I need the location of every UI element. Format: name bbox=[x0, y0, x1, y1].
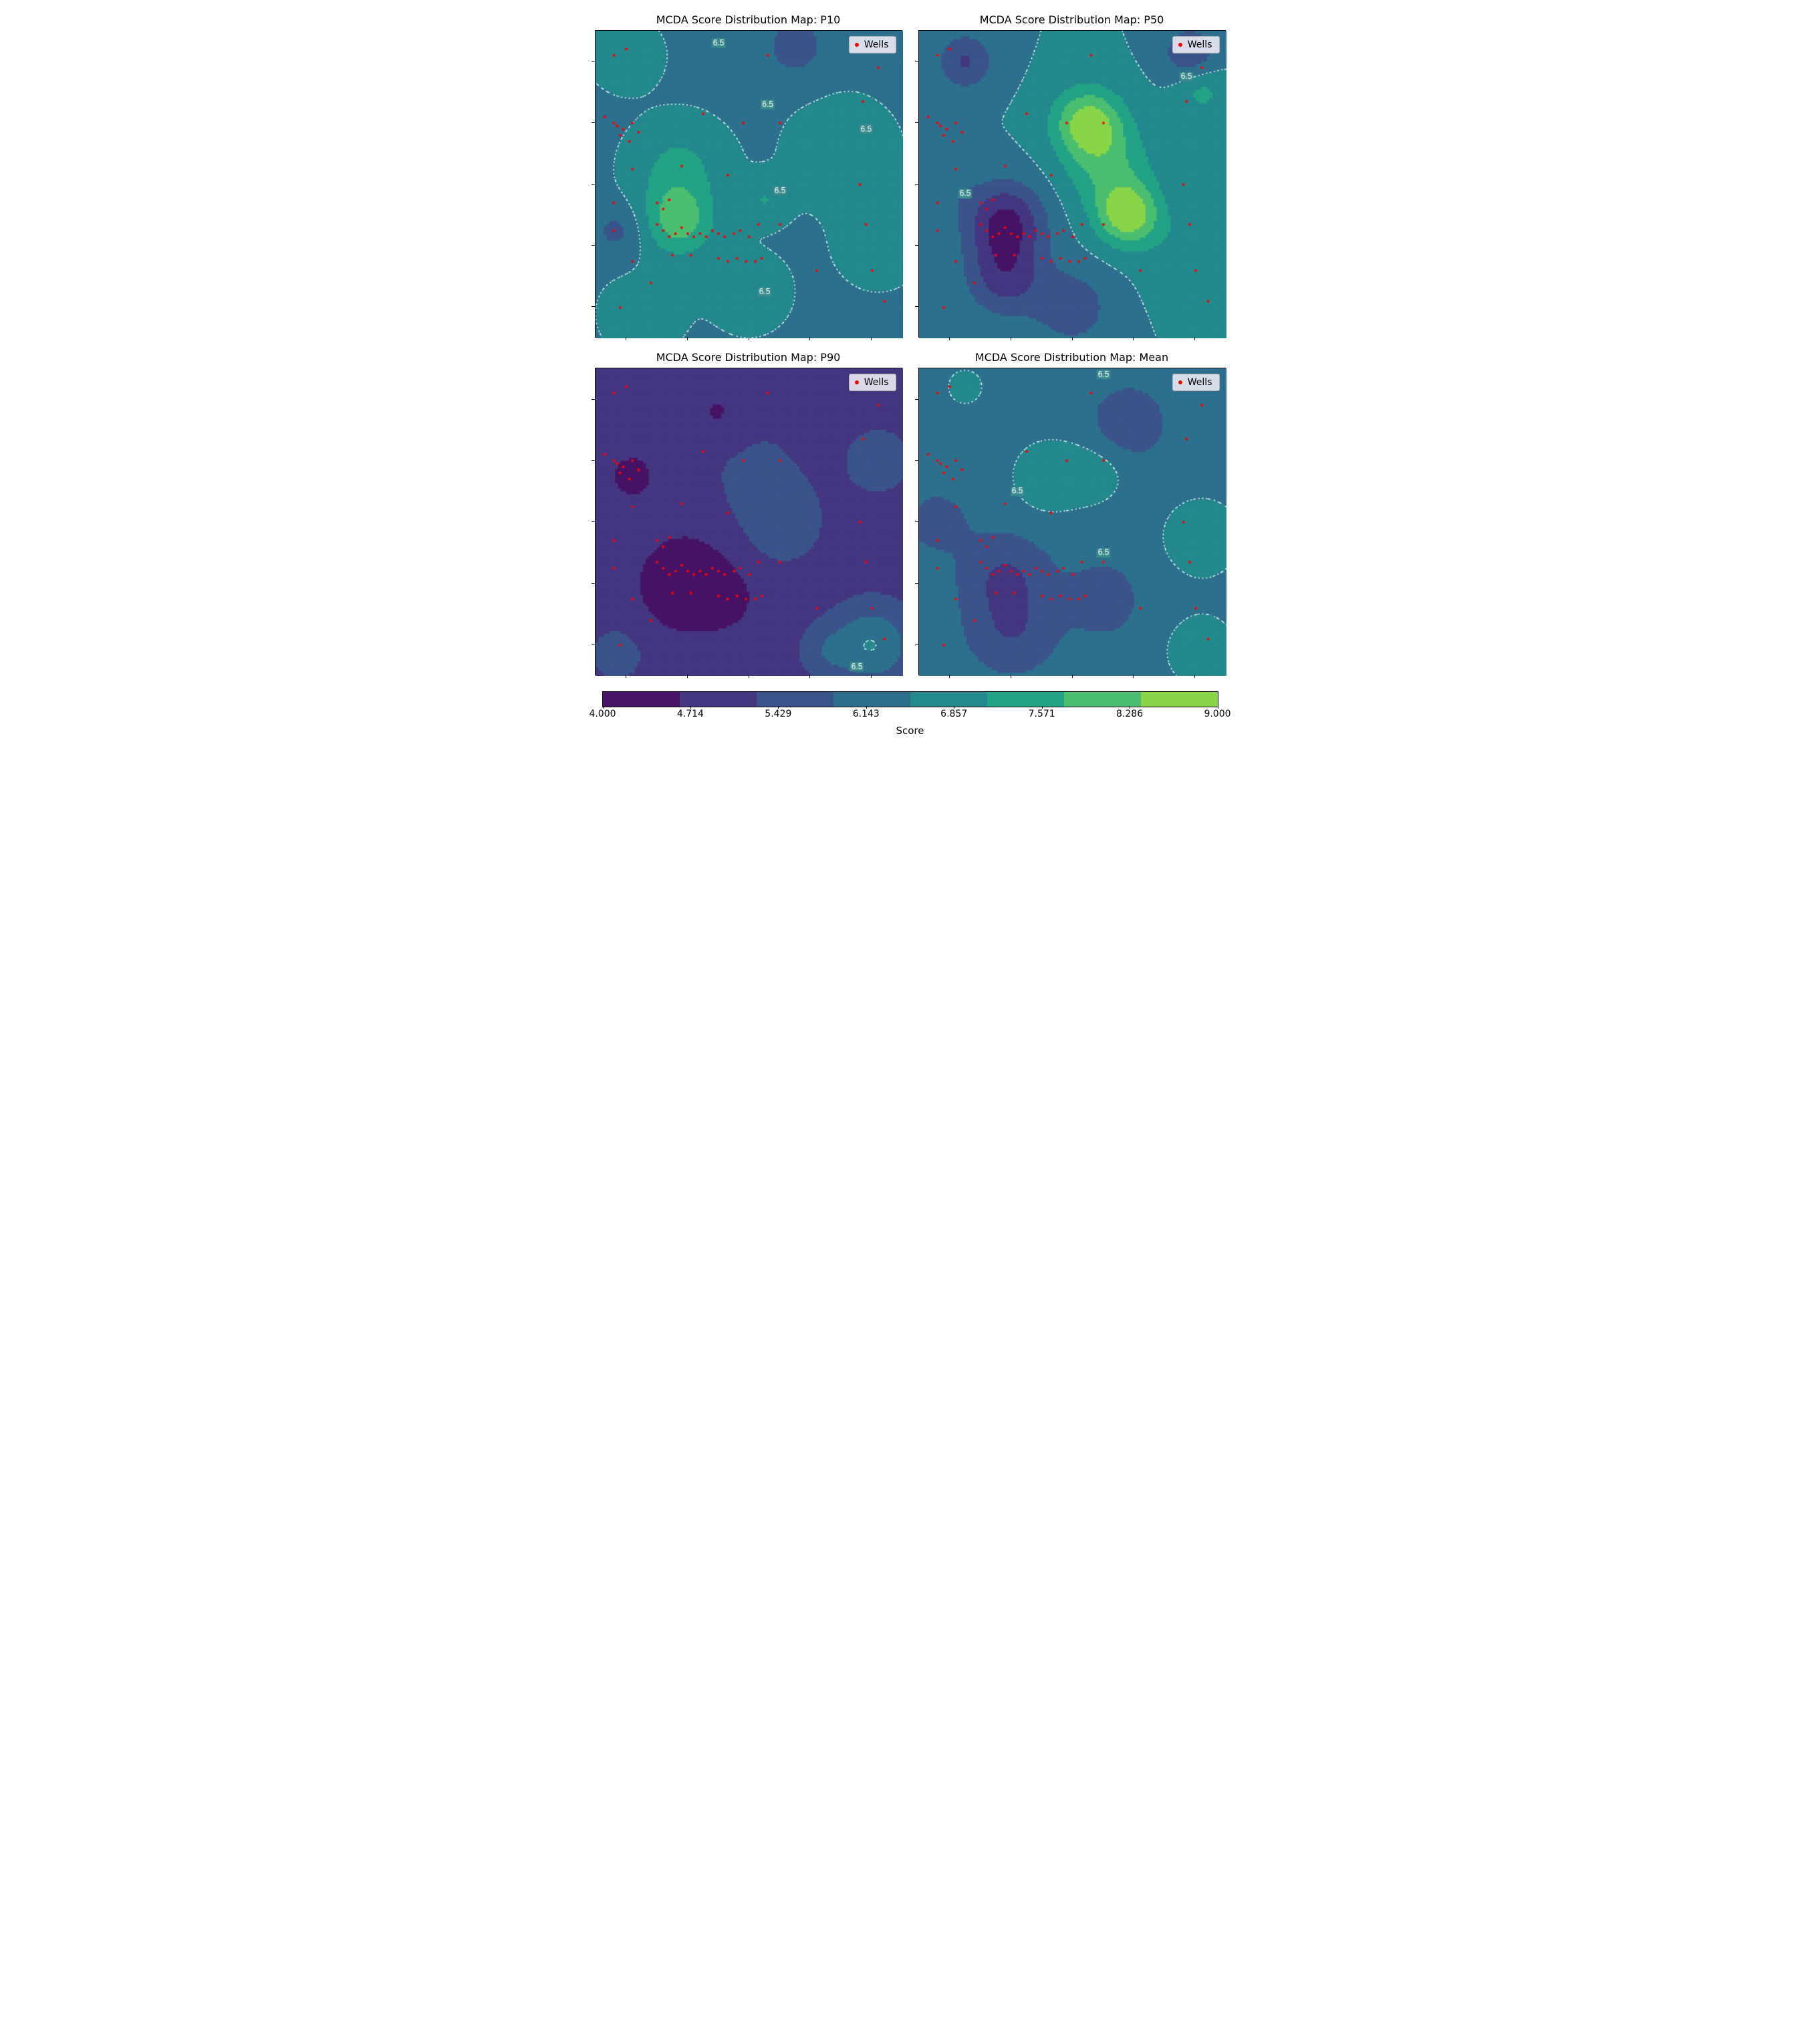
colorbar-tick-label: 6.857 bbox=[940, 709, 967, 719]
colorbar-cell bbox=[603, 692, 680, 707]
y-ticks bbox=[915, 368, 919, 675]
panel-p10: MCDA Score Distribution Map: P10 Wells bbox=[590, 13, 908, 338]
panel-title: MCDA Score Distribution Map: P10 bbox=[656, 13, 841, 26]
panel-title: MCDA Score Distribution Map: P90 bbox=[656, 351, 841, 364]
legend: Wells bbox=[849, 374, 896, 391]
y-ticks bbox=[592, 368, 596, 675]
colorbar-cell bbox=[1141, 692, 1218, 707]
legend-label: Wells bbox=[1188, 39, 1212, 50]
colorbar-tick-label: 6.143 bbox=[853, 709, 880, 719]
colorbar-tick-label: 9.000 bbox=[1204, 709, 1230, 719]
panel-grid: MCDA Score Distribution Map: P10WellsMCD… bbox=[590, 13, 1231, 675]
colorbar-tick-label: 5.429 bbox=[765, 709, 791, 719]
wells-marker-icon bbox=[855, 43, 859, 47]
legend-label: Wells bbox=[864, 39, 889, 50]
colorbar-cell bbox=[833, 692, 910, 707]
colorbar-label: Score bbox=[896, 725, 924, 737]
overlay-canvas bbox=[919, 368, 1226, 676]
overlay-canvas bbox=[596, 368, 903, 676]
plot-area: Wells bbox=[918, 368, 1226, 675]
legend: Wells bbox=[849, 36, 896, 53]
panel-title: MCDA Score Distribution Map: Mean bbox=[975, 351, 1168, 364]
colorbar-tick-label: 4.000 bbox=[589, 709, 616, 719]
overlay-canvas bbox=[919, 31, 1226, 338]
colorbar-ticks: 4.0004.7145.4296.1436.8577.5718.2869.000 bbox=[603, 709, 1218, 722]
panel-title: MCDA Score Distribution Map: P50 bbox=[980, 13, 1164, 26]
overlay-canvas bbox=[596, 31, 903, 338]
panel-p50: MCDA Score Distribution Map: P50 Wells bbox=[913, 13, 1231, 338]
panel-p90: MCDA Score Distribution Map: P90 Wells bbox=[590, 351, 908, 675]
wells-marker-icon bbox=[1178, 43, 1182, 47]
x-ticks bbox=[919, 675, 1225, 679]
y-ticks bbox=[592, 31, 596, 337]
wells-marker-icon bbox=[1178, 380, 1182, 384]
y-ticks bbox=[915, 31, 919, 337]
x-ticks bbox=[596, 675, 902, 679]
colorbar-tick-label: 7.571 bbox=[1029, 709, 1055, 719]
plot-area: Wells bbox=[918, 30, 1226, 338]
colorbar-cell bbox=[1064, 692, 1141, 707]
wells-marker-icon bbox=[855, 380, 859, 384]
colorbar-cell bbox=[757, 692, 833, 707]
panel-mean: MCDA Score Distribution Map: Mean Wells bbox=[913, 351, 1231, 675]
x-ticks bbox=[596, 337, 902, 341]
plot-area: Wells bbox=[595, 368, 902, 675]
colorbar-cell bbox=[680, 692, 757, 707]
colorbar-tick-label: 8.286 bbox=[1116, 709, 1143, 719]
colorbar-cell bbox=[910, 692, 987, 707]
colorbar-tick-label: 4.714 bbox=[677, 709, 704, 719]
legend-label: Wells bbox=[1188, 377, 1212, 388]
colorbar-section: 4.000 4.714 5.429 6.143 6.857 7.571 8.286 9.000… bbox=[590, 691, 1231, 737]
legend: Wells bbox=[1172, 36, 1220, 53]
colorbar bbox=[602, 691, 1218, 707]
figure: MCDA Score Distribution Map: P10WellsMCD… bbox=[590, 13, 1231, 737]
plot-area: Wells bbox=[595, 30, 902, 338]
colorbar-cell bbox=[987, 692, 1064, 707]
legend: Wells bbox=[1172, 374, 1220, 391]
x-ticks bbox=[919, 337, 1225, 341]
legend-label: Wells bbox=[864, 377, 889, 388]
